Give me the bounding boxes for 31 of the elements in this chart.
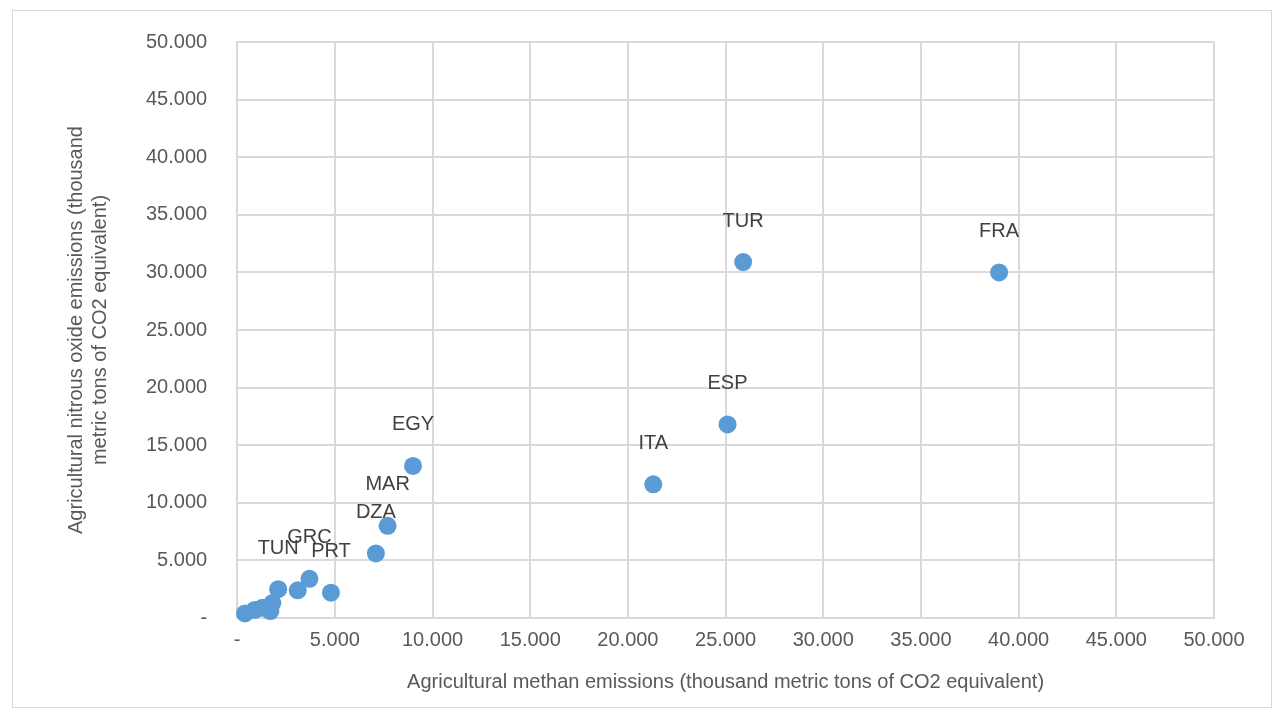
x-tick-label: 45.000 [1085,627,1147,650]
annotation: EGY [391,412,435,435]
y-tick-label: 40.000 [146,144,208,167]
annotation: MAR [365,472,410,495]
y-tick-label: - [200,605,208,628]
x-tick-label: 25.000 [695,627,757,650]
y-axis-title: Agricultural nitrous oxide emissions (thousand metric tons of CO2 equivalent) [63,126,110,534]
x-tick-label: - [233,627,241,650]
x-tick-label: 35.000 [890,627,952,650]
x-tick-label: 40.000 [988,627,1050,650]
y-tick-label: 20.000 [146,375,208,398]
annotation: TUR [722,208,764,231]
x-tick-label: 30.000 [792,627,854,650]
y-tick-label: 25.000 [146,317,208,340]
x-tick-label: 5.000 [309,627,360,650]
x-tick-label: 10.000 [401,627,464,650]
x-tick-label: 15.000 [499,627,561,650]
annotation: FRA [979,218,1020,241]
y-tick-label: 50.000 [146,29,208,52]
annotation: ESP [707,370,748,393]
x-tick-label: 20.000 [597,627,659,650]
x-tick-label: 50.000 [1183,627,1245,650]
y-tick-label: 45.000 [146,87,208,110]
x-axis-title: Agricultural methan emissions (thousand metric tons of CO2 equivalent) [407,669,1045,692]
y-tick-label: 35.000 [146,202,208,225]
y-tick-label: 15.000 [146,432,208,455]
y-tick-label: 5.000 [157,547,208,570]
annotation: ITA [638,430,669,453]
y-tick-label: 30.000 [146,259,208,282]
annotation: DZA [355,500,397,522]
y-tick-label: 10.000 [146,490,208,513]
